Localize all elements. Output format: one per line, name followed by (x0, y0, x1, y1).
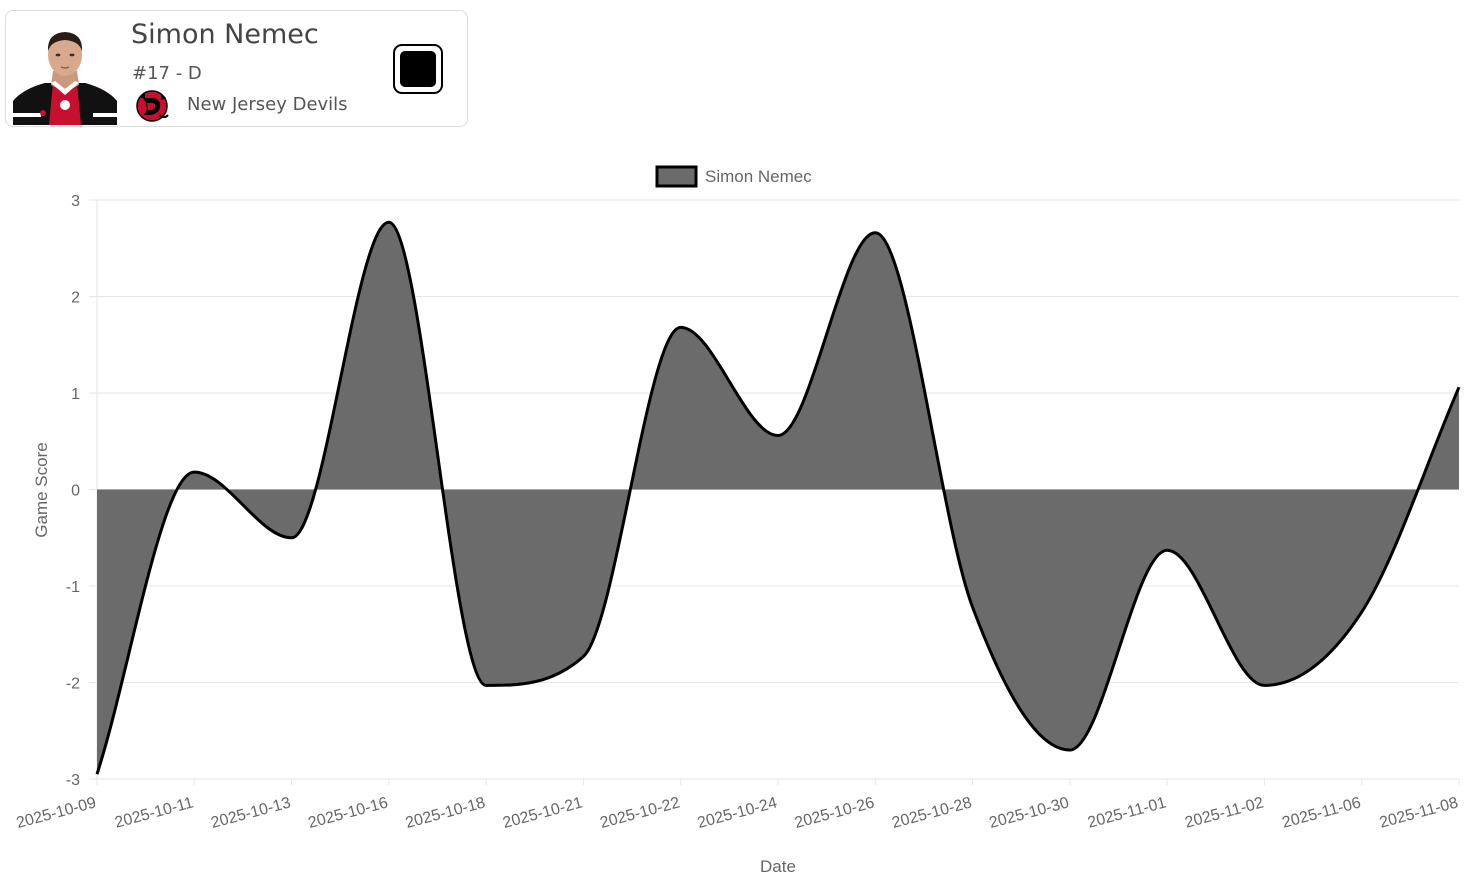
x-tick-label: 2025-10-28 (890, 794, 974, 832)
series-line (95, 220, 1461, 775)
x-tick-label: 2025-10-21 (501, 794, 585, 832)
x-tick-label: 2025-10-22 (598, 794, 682, 832)
x-axis-label: Date (760, 857, 796, 876)
x-tick-label: 2025-11-02 (1183, 794, 1265, 831)
x-tick-label: 2025-11-01 (1086, 794, 1168, 831)
series-area-fill (97, 222, 1459, 775)
legend-swatch (655, 165, 698, 188)
y-axis-label: Game Score (32, 442, 51, 537)
y-tick-label: 0 (71, 483, 80, 500)
color-swatch-fill (400, 51, 436, 87)
color-picker-button[interactable] (393, 44, 443, 94)
y-tick-label: 2 (71, 290, 80, 307)
y-tick-label: -1 (66, 579, 80, 596)
x-tick-label: 2025-11-06 (1280, 794, 1362, 831)
x-tick-label: 2025-10-18 (404, 794, 488, 832)
x-tick-label: 2025-10-26 (793, 794, 877, 832)
y-tick-label: 1 (71, 386, 80, 403)
team-name: New Jersey Devils (187, 94, 348, 115)
x-tick-label: 2025-11-08 (1378, 794, 1460, 831)
chart-legend[interactable]: Simon Nemec (655, 165, 812, 188)
x-tick-label: 2025-10-09 (15, 794, 99, 832)
y-axis-ticks: 3 2 1 0 -1 -2 -3 (66, 193, 80, 789)
devils-logo-icon (133, 89, 171, 123)
x-tick-label: 2025-10-13 (209, 794, 293, 832)
x-tick-label: 2025-10-30 (987, 794, 1071, 832)
y-tick-label: -3 (66, 772, 80, 789)
player-card: Simon Nemec #17 - D New Jersey Devils (5, 10, 468, 127)
y-tick-label: 3 (71, 193, 80, 210)
y-tick-label: -2 (66, 676, 80, 693)
legend-label: Simon Nemec (705, 167, 812, 186)
x-tick-label: 2025-10-11 (113, 794, 195, 831)
x-axis-ticks: 2025-10-09 2025-10-11 2025-10-13 2025-10-16… (15, 794, 1461, 832)
x-tick-label: 2025-10-24 (696, 794, 780, 832)
player-avatar (13, 21, 117, 125)
x-tick-label: 2025-10-16 (306, 794, 390, 832)
player-number-position: #17 - D (132, 63, 202, 84)
chart-series-area (95, 220, 1461, 775)
player-name: Simon Nemec (131, 19, 319, 50)
